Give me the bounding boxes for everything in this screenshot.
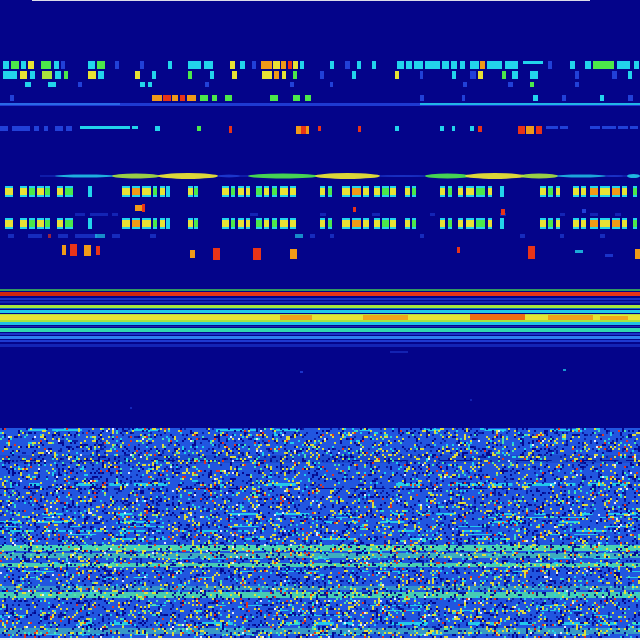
spectrogram-viewport xyxy=(0,0,640,640)
spectrogram-canvas xyxy=(0,0,640,640)
